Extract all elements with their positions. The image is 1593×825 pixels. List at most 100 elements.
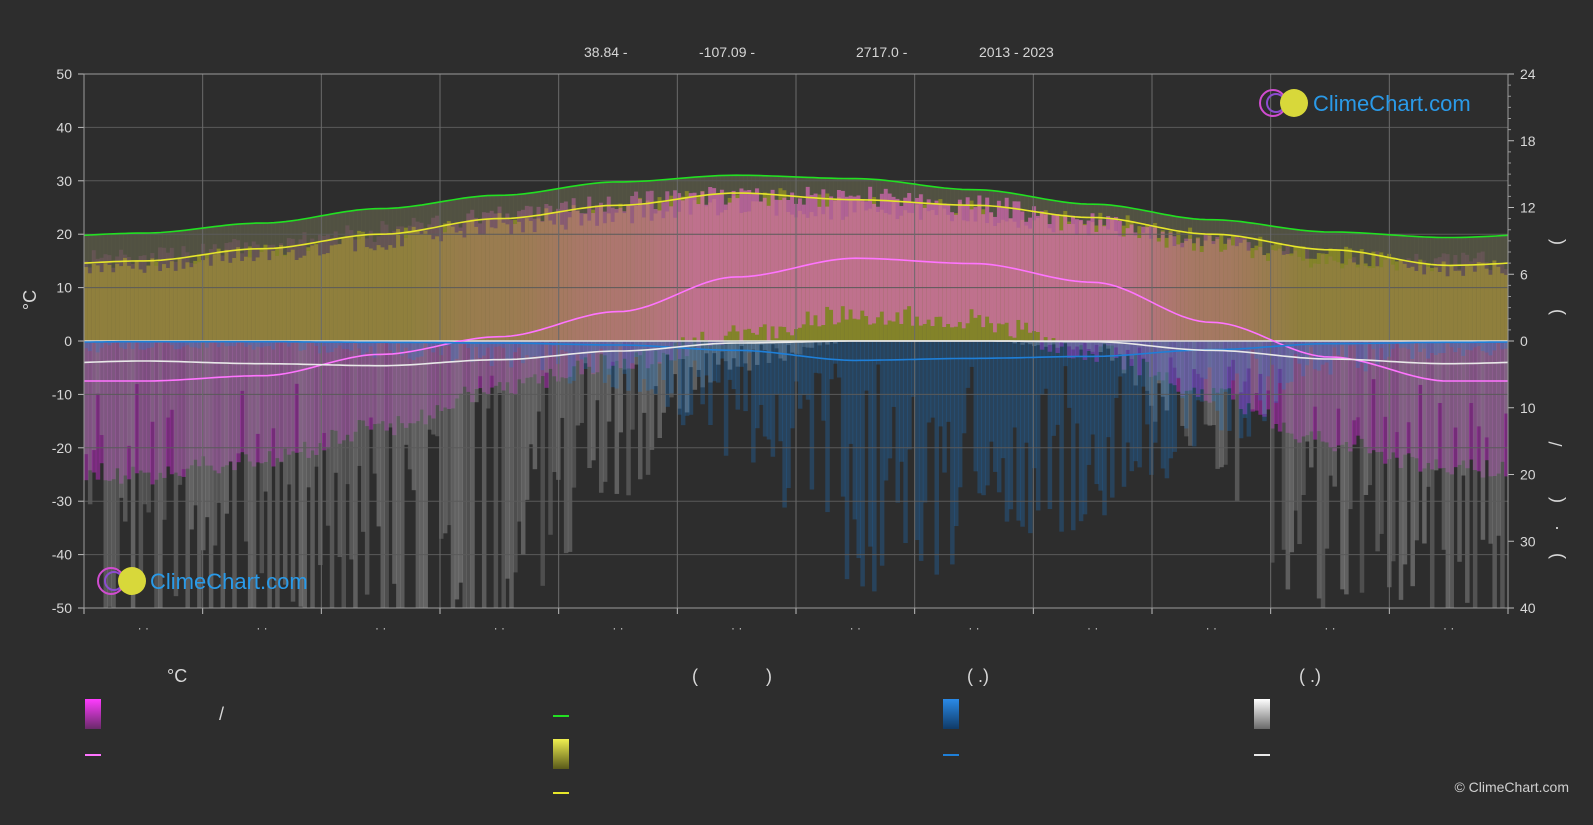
sunshine-day-bar [435, 236, 440, 341]
temp-range-pos-bar [618, 207, 623, 341]
rain-day-bar [700, 341, 705, 405]
snow-day-bar [318, 341, 323, 566]
rain-day-bar [1344, 341, 1349, 360]
temp-range-pos-bar [474, 217, 479, 341]
temp-range-neg-bar [478, 341, 483, 389]
temp-range-pos-bar [189, 262, 194, 341]
temp-range-neg-bar [1145, 341, 1150, 362]
temp-range-neg-bar [95, 341, 101, 480]
temp-range-pos-bar [314, 245, 319, 341]
temp-range-pos-bar [770, 189, 776, 327]
rain-day-bar [1121, 341, 1127, 487]
temp-range-pos-bar [571, 198, 577, 341]
temp-range-neg-bar [497, 341, 503, 383]
temp-range-pos-bar [341, 239, 346, 341]
temp-range-pos-bar [1312, 263, 1318, 341]
rain-day-bar [1254, 341, 1259, 359]
rain-day-bar [341, 341, 346, 349]
sunshine-day-bar [119, 266, 124, 341]
rain-day-bar [977, 341, 982, 494]
temp-range-pos-bar [364, 238, 370, 341]
rain-day-bar [665, 341, 670, 407]
sunshine-day-bar [446, 220, 452, 341]
snow-day-bar [1250, 341, 1256, 410]
sunshine-day-bar [1324, 253, 1330, 341]
rain-day-bar [173, 341, 179, 350]
rain-day-bar [1355, 341, 1361, 368]
temp-range-pos-bar [138, 255, 144, 341]
temp-range-neg-bar [1418, 341, 1423, 472]
temp-range-pos-bar [1254, 250, 1259, 341]
rain-day-bar [1281, 341, 1287, 390]
rain-day-bar [1270, 341, 1275, 365]
temp-range-neg-bar [1390, 341, 1396, 453]
rain-day-bar [1043, 341, 1049, 389]
sunshine-day-bar [1422, 274, 1427, 341]
snow-day-bar [247, 341, 253, 608]
rain-day-bar [926, 341, 932, 423]
rain-day-bar [680, 341, 686, 426]
temp-range-neg-bar [489, 341, 495, 388]
snow-day-bar [1188, 341, 1193, 446]
temp-range-pos-bar [922, 207, 928, 324]
temp-range-pos-bar [403, 238, 409, 341]
sunshine-day-bar [1348, 248, 1353, 341]
snow-day-bar [497, 341, 503, 394]
snow-day-bar [353, 341, 358, 608]
rain-day-bar [1371, 341, 1376, 350]
snow-day-bar [91, 341, 97, 451]
temp-range-pos-bar [989, 212, 994, 324]
temp-range-neg-bar [243, 341, 249, 455]
temp-range-pos-bar [563, 201, 569, 341]
temp-range-neg-bar [1453, 341, 1458, 468]
rain-day-bar [1203, 341, 1209, 379]
snow-day-bar [571, 341, 577, 488]
snow-day-bar [1254, 341, 1259, 394]
sunshine-day-bar [321, 254, 327, 341]
temp-range-neg-bar [372, 341, 378, 425]
right-axis-glyph: ( [1546, 239, 1566, 245]
temp-range-pos-bar [201, 243, 206, 341]
rain-day-bar [1191, 341, 1197, 447]
rain-day-bar [372, 341, 378, 358]
sunshine-day-bar [1468, 266, 1474, 341]
snow-day-bar [1106, 341, 1111, 349]
temp-range-neg-bar [1492, 341, 1497, 477]
sunshine-day-bar [1359, 249, 1365, 341]
rain-day-bar [1429, 341, 1435, 354]
temp-range-neg-bar [1242, 341, 1248, 415]
temp-range-neg-bar [1429, 341, 1435, 470]
sunshine-day-bar [1476, 262, 1482, 341]
snow-day-bar [782, 341, 787, 361]
temp-range-neg-bar [1215, 341, 1220, 393]
sunshine-day-bar [224, 249, 229, 341]
temp-range-pos-bar [1402, 260, 1408, 341]
right-axis-hours-label: 6 [1520, 266, 1528, 282]
x-axis-month-label: · · [612, 621, 623, 635]
temp-range-pos-bar [805, 186, 811, 312]
temp-range-neg-bar [1129, 341, 1135, 366]
temp-range-pos-bar [423, 228, 428, 341]
temp-range-neg-bar [501, 341, 506, 391]
temp-range-pos-bar [485, 212, 491, 341]
left-axis-tick-label: 0 [64, 333, 72, 349]
temp-range-pos-bar [540, 220, 545, 341]
temp-range-pos-bar [212, 244, 218, 341]
temp-range-pos-bar [271, 244, 276, 341]
temp-range-neg-bar [329, 341, 335, 430]
sunshine-day-bar [115, 263, 120, 341]
temp-range-neg-bar [1320, 341, 1326, 442]
snow-day-bar [1348, 341, 1353, 510]
temp-range-pos-bar [1098, 219, 1103, 341]
rain-day-bar [232, 341, 237, 347]
rain-day-bar [517, 341, 522, 348]
temp-range-pos-bar [345, 225, 350, 341]
rain-day-bar [829, 341, 834, 380]
temp-range-pos-bar [1363, 265, 1369, 341]
snow-day-bar [797, 341, 803, 355]
snow-line [84, 340, 1508, 367]
temp-range-pos-bar [840, 190, 846, 307]
snow-day-bar [314, 341, 319, 467]
temp-range-pos-bar [177, 258, 183, 341]
